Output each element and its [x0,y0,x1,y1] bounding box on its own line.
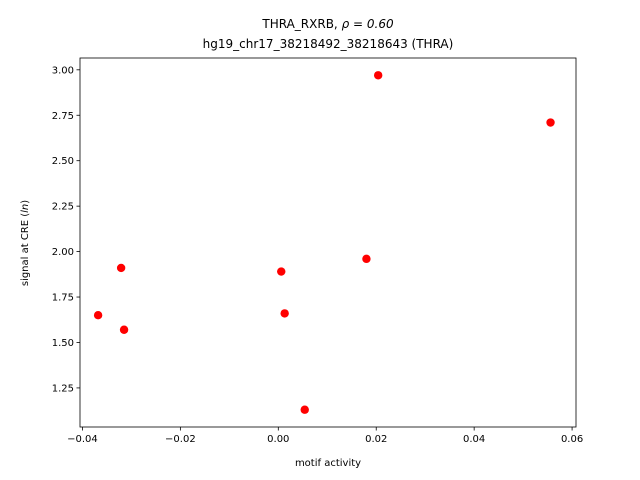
y-axis-label-italic: ln [20,204,31,213]
chart-title-prefix: THRA_RXRB, [261,17,341,31]
x-tick-label: 0.02 [365,434,387,445]
y-axis-label-prefix: signal at CRE ( [20,213,31,286]
x-tick-label: −0.02 [165,434,196,445]
data-point [280,309,289,318]
y-axis: 1.25 1.50 1.75 2.00 2.25 2.50 2.75 3.00 [52,65,80,394]
data-point [546,118,555,127]
data-point [362,254,371,264]
y-tick-label: 2.50 [52,156,74,167]
x-tick-label: −0.04 [67,434,98,445]
y-tick-label: 2.75 [52,111,74,122]
data-point [119,325,129,334]
data-point [93,311,103,320]
plot-frame [79,57,577,428]
y-tick-label: 2.25 [52,202,74,213]
y-tick-label: 1.75 [52,293,74,304]
chart-title-line1: THRA_RXRB, ρ = 0.60 [261,17,394,31]
x-tick-label: 0.06 [561,434,583,445]
data-point [277,267,286,276]
y-tick-label: 1.50 [52,338,74,349]
y-tick-label: 2.00 [52,247,74,258]
y-axis-label: signal at CRE (ln) [20,200,31,286]
x-tick-label: 0.04 [463,434,485,445]
plot-area [79,57,577,428]
x-tick-label: 0.00 [267,434,289,445]
data-points [93,71,555,414]
y-tick-label: 3.00 [52,65,74,76]
data-point [300,405,309,414]
y-tick-label: 1.25 [52,383,74,394]
chart-title-line2: hg19_chr17_38218492_38218643 (THRA) [203,37,454,51]
data-point [116,263,126,273]
data-point [373,71,383,80]
x-axis: −0.04 −0.02 0.00 0.02 0.04 0.06 [67,427,583,445]
chart-title-rho: ρ = 0.60 [342,17,394,31]
y-axis-label-suffix: ) [20,200,31,204]
x-axis-label: motif activity [295,458,361,469]
